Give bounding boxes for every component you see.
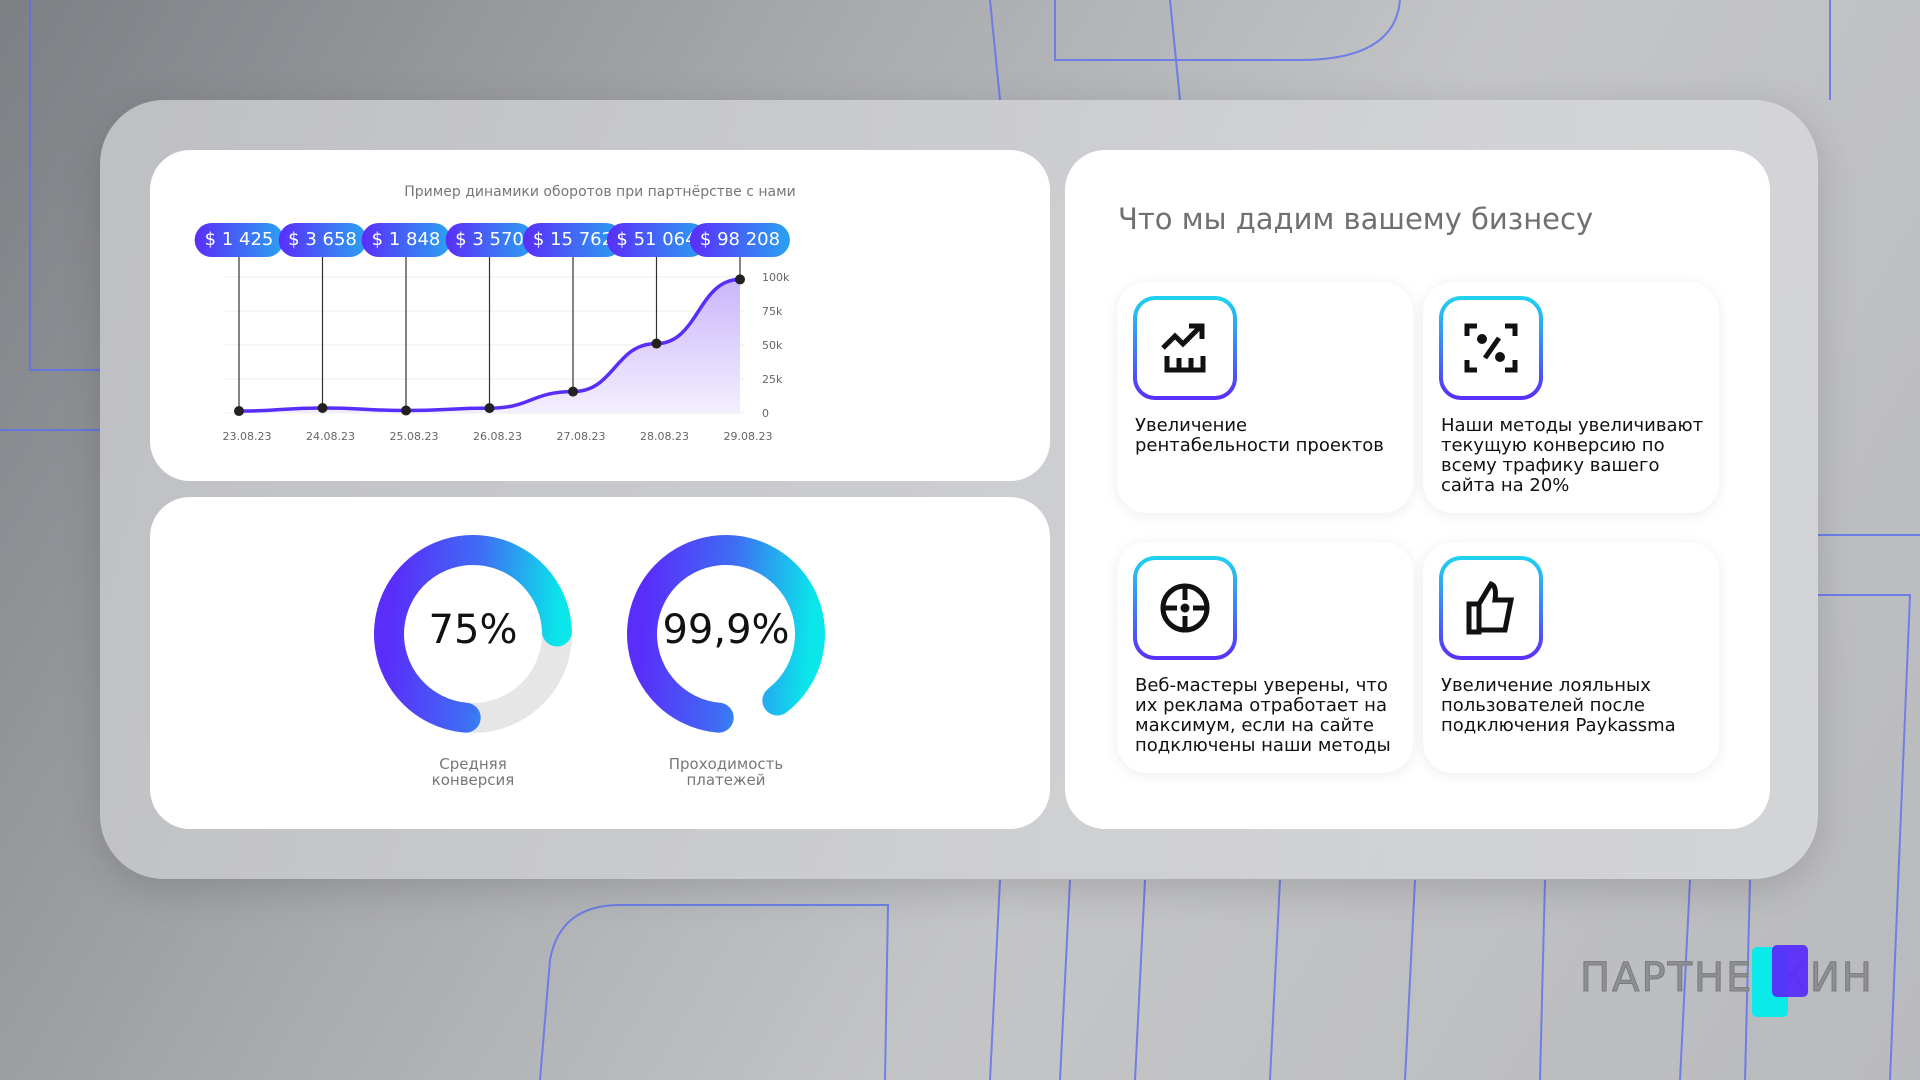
thumbs-up-icon (1443, 560, 1539, 656)
data-point (234, 406, 244, 417)
benefit-text: Увеличение лояльных пользователей после … (1441, 675, 1676, 736)
x-tick-label: 27.08.23 (557, 430, 606, 443)
y-tick-label: 100k (762, 271, 790, 284)
payment-pass-label: Проходимость платежей (668, 755, 784, 789)
x-tick-label: 29.08.23 (724, 430, 773, 443)
y-tick-label: 25k (762, 373, 783, 386)
paykassma-logo (1752, 945, 1808, 1017)
donut-arc (374, 535, 572, 733)
benefit-text: Наши методы увеличивают текущую конверси… (1441, 415, 1704, 496)
data-point (317, 403, 328, 414)
value-badge: $ 3 570 (445, 223, 534, 257)
value-badge: $ 3 658 (278, 223, 367, 257)
x-tick-label: 25.08.23 (390, 430, 439, 443)
x-tick-label: 23.08.23 (223, 430, 272, 443)
x-tick-label: 26.08.23 (473, 430, 522, 443)
data-point (651, 338, 662, 349)
benefits-title: Что мы дадим вашему бизнесу (1118, 202, 1594, 236)
y-tick-label: 50k (762, 339, 783, 352)
benefit-card: Наши методы увеличивают текущую конверси… (1423, 282, 1719, 513)
x-tick-label: 28.08.23 (640, 430, 689, 443)
value-badge: $ 1 848 (361, 223, 451, 257)
benefit-text: Увеличение рентабельности проектов (1135, 415, 1384, 456)
donut-charts (374, 535, 825, 733)
payment-pass-value: 99,9% (662, 607, 790, 653)
chart-growth-icon (1137, 300, 1233, 396)
metrics-card: 75% 99,9% Средняя конверсия Проходимость п… (150, 497, 1050, 829)
watermark: ПАРТНЕРКИН (1580, 955, 1874, 1002)
data-point (735, 274, 745, 285)
y-tick-label: 75k (762, 305, 783, 318)
y-tick-label: 0 (762, 407, 769, 420)
benefit-card: Увеличение лояльных пользователей после … (1423, 542, 1719, 773)
target-icon (1137, 560, 1233, 656)
benefit-card: Веб-мастеры уверены, что их реклама отра… (1117, 542, 1413, 773)
benefit-text: Веб-мастеры уверены, что их реклама отра… (1135, 675, 1391, 756)
revenue-chart: 0 25k 50k 75k 100k 23.08.23 24.08.23 25.08.23 26… (223, 257, 790, 443)
data-point (484, 403, 495, 414)
benefit-card: Увеличение рентабельности проектов (1117, 282, 1413, 513)
conversion-label: Средняя конверсия (431, 755, 515, 789)
data-point (568, 386, 578, 397)
chart-title: Пример динамики оборотов при партнёрстве… (404, 184, 796, 200)
value-badge: $ 15 762 (522, 223, 624, 257)
x-tick-label: 24.08.23 (306, 430, 355, 443)
value-badge: $ 1 425 (194, 223, 284, 257)
value-badge: $ 51 064 (606, 223, 707, 257)
revenue-chart-card: Пример динамики оборотов при партнёрстве… (150, 150, 1050, 481)
donut-arc (627, 535, 825, 733)
data-point (401, 405, 411, 416)
percent-scan-icon (1443, 300, 1539, 396)
area-fill (239, 279, 740, 413)
benefits-card: Что мы дадим вашему бизнесу Увеличение р… (1065, 150, 1770, 829)
value-badge: $ 98 208 (689, 223, 791, 257)
conversion-value: 75% (428, 607, 518, 653)
